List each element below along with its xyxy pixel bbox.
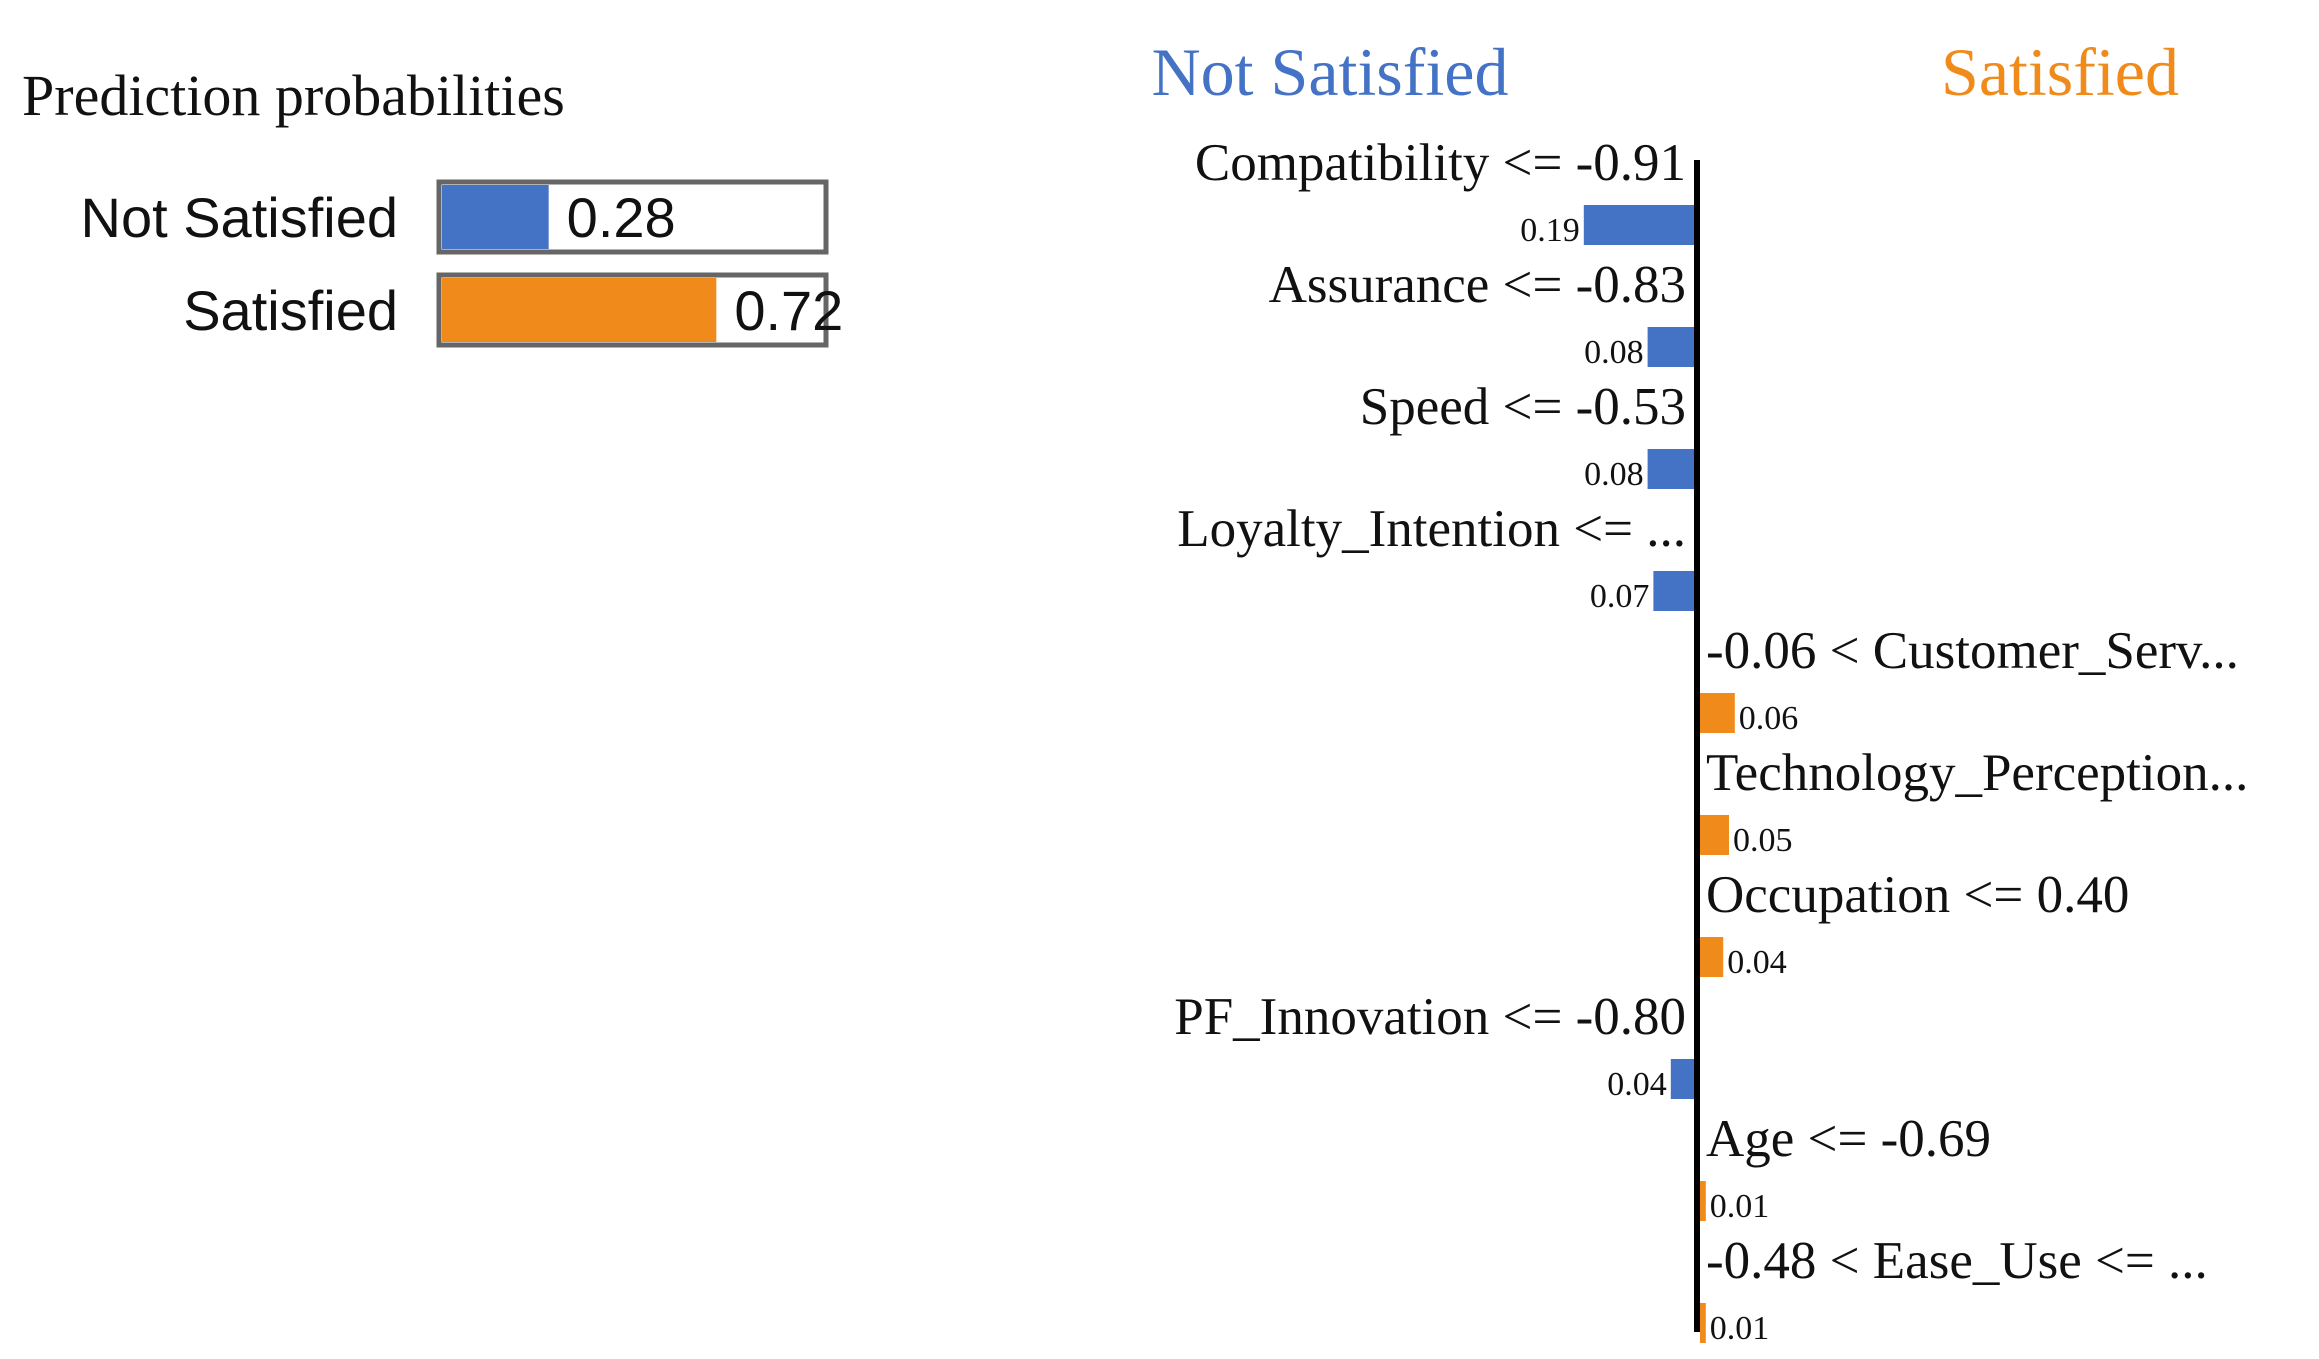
feature-value-label: 0.07 bbox=[1590, 578, 1650, 615]
feature-bar bbox=[1700, 937, 1724, 977]
feature-label: -0.06 < Customer_Serv... bbox=[1706, 622, 2239, 680]
proba-bar bbox=[442, 185, 549, 249]
feature-label: Occupation <= 0.40 bbox=[1706, 866, 2129, 924]
proba-value-label: 0.72 bbox=[734, 279, 843, 342]
feature-bar bbox=[1583, 205, 1694, 245]
feature-bar bbox=[1700, 815, 1729, 855]
feature-contributions-panel: Not Satisfied Satisfied Compatibility <=… bbox=[1152, 34, 2249, 1347]
feature-label: PF_Innovation <= -0.80 bbox=[1174, 988, 1686, 1046]
feature-label: Loyalty_Intention <= ... bbox=[1177, 500, 1686, 558]
feature-bar bbox=[1700, 1181, 1706, 1221]
feature-bar bbox=[1670, 1059, 1694, 1099]
proba-value-label: 0.28 bbox=[567, 186, 676, 249]
feature-label: Age <= -0.69 bbox=[1706, 1110, 1991, 1168]
feature-label: -0.48 < Ease_Use <= ... bbox=[1706, 1232, 2208, 1290]
feature-value-label: 0.01 bbox=[1710, 1310, 1770, 1347]
feature-value-label: 0.08 bbox=[1584, 334, 1644, 371]
satisfied-header: Satisfied bbox=[1941, 34, 2179, 110]
proba-label: Not Satisfied bbox=[81, 186, 399, 249]
feature-bar bbox=[1647, 327, 1694, 367]
feature-label: Compatibility <= -0.91 bbox=[1195, 134, 1686, 192]
feature-bar bbox=[1647, 449, 1694, 489]
feature-value-label: 0.06 bbox=[1739, 700, 1799, 737]
feature-value-label: 0.04 bbox=[1607, 1066, 1667, 1103]
feature-value-label: 0.04 bbox=[1727, 944, 1787, 981]
feature-bar bbox=[1653, 571, 1694, 611]
feature-label: Speed <= -0.53 bbox=[1360, 378, 1686, 436]
feature-value-label: 0.08 bbox=[1584, 456, 1644, 493]
feature-label: Technology_Perception... bbox=[1706, 744, 2248, 802]
feature-value-label: 0.19 bbox=[1520, 212, 1580, 249]
proba-label: Satisfied bbox=[183, 279, 398, 342]
feature-label: Assurance <= -0.83 bbox=[1269, 256, 1686, 314]
feature-value-label: 0.01 bbox=[1710, 1188, 1770, 1225]
feature-value-label: 0.05 bbox=[1733, 822, 1793, 859]
feature-bar bbox=[1700, 693, 1735, 733]
prediction-probabilities-panel: Prediction probabilities Not Satisfied 0.… bbox=[22, 63, 843, 348]
proba-bar bbox=[442, 278, 717, 342]
not-satisfied-header: Not Satisfied bbox=[1152, 34, 1509, 110]
proba-title: Prediction probabilities bbox=[22, 63, 565, 128]
feature-bar bbox=[1700, 1303, 1706, 1343]
